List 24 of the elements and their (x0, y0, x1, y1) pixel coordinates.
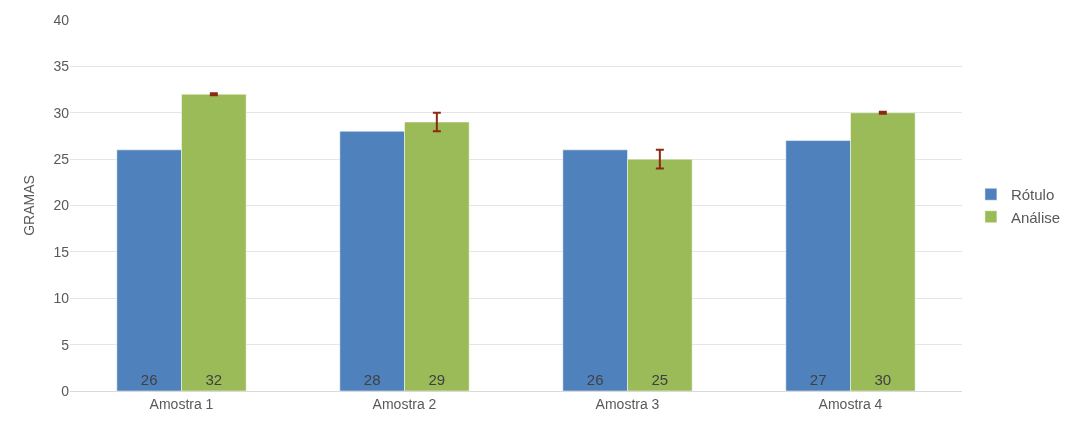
data-label: 26 (140, 371, 158, 388)
y-tick-label: 15 (53, 243, 70, 260)
data-label: 28 (363, 371, 381, 388)
x-tick-label: Amostra 2 (372, 395, 437, 412)
data-label: 29 (428, 371, 446, 388)
y-tick-label: 35 (53, 58, 70, 75)
data-label: 26 (586, 371, 604, 388)
y-axis-title: GRAMAS (21, 175, 38, 236)
data-label: 30 (874, 371, 892, 388)
x-tick-label: Amostra 3 (595, 395, 660, 412)
x-tick-label: Amostra 1 (149, 395, 214, 412)
y-tick-label: 0 (61, 382, 70, 399)
y-tick-label: 30 (53, 104, 70, 121)
legend-label: Rótulo (1010, 186, 1055, 204)
data-label: 27 (809, 371, 827, 388)
data-label: 25 (651, 371, 669, 388)
y-tick-label: 5 (61, 336, 70, 353)
legend-label: Análise (1010, 208, 1061, 226)
y-tick-label: 20 (53, 197, 70, 214)
y-tick-label: 25 (53, 151, 70, 168)
y-tick-label: 40 (53, 11, 70, 28)
y-tick-label: 10 (53, 290, 70, 307)
x-tick-label: Amostra 4 (818, 395, 883, 412)
data-label: 32 (205, 371, 223, 388)
